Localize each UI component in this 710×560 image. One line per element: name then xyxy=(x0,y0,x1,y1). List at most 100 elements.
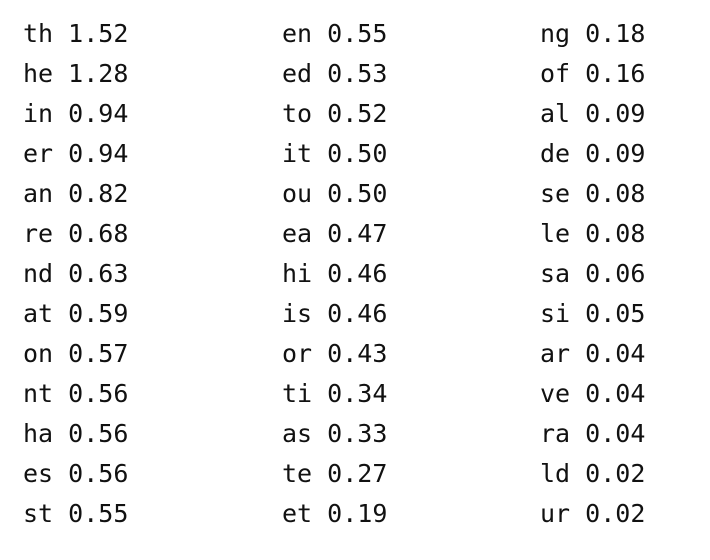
bigram-label: he xyxy=(23,59,54,88)
bigram-frequency: 0.04 xyxy=(585,339,646,368)
bigram-label: er xyxy=(23,139,54,168)
table-row: se 0.08 xyxy=(540,174,645,214)
bigram-frequency: 0.68 xyxy=(68,219,129,248)
table-row: an 0.82 xyxy=(23,174,128,214)
bigram-frequency: 0.34 xyxy=(327,379,388,408)
bigram-label: se xyxy=(540,179,571,208)
bigram-frequency: 0.09 xyxy=(585,139,646,168)
table-row: es 0.56 xyxy=(23,454,128,494)
bigram-frequency: 0.50 xyxy=(327,139,388,168)
bigram-frequency: 0.09 xyxy=(585,99,646,128)
bigram-frequency: 0.59 xyxy=(68,299,129,328)
bigram-frequency: 0.46 xyxy=(327,259,388,288)
bigram-label: ar xyxy=(540,339,571,368)
bigram-label: of xyxy=(540,59,571,88)
bigram-label: or xyxy=(282,339,313,368)
table-row: ha 0.56 xyxy=(23,414,128,454)
bigram-label: hi xyxy=(282,259,313,288)
table-row: et 0.19 xyxy=(282,494,387,534)
table-column-1: th 1.52 he 1.28 in 0.94 er 0.94 an 0.82 … xyxy=(23,14,128,534)
table-row: is 0.46 xyxy=(282,294,387,334)
bigram-frequency: 0.02 xyxy=(585,459,646,488)
bigram-label: ve xyxy=(540,379,571,408)
bigram-label: nd xyxy=(23,259,54,288)
table-row: he 1.28 xyxy=(23,54,128,94)
bigram-label: th xyxy=(23,19,54,48)
table-row: ld 0.02 xyxy=(540,454,645,494)
bigram-frequency: 1.52 xyxy=(68,19,129,48)
bigram-label: re xyxy=(23,219,54,248)
bigram-frequency: 0.55 xyxy=(327,19,388,48)
bigram-frequency: 0.05 xyxy=(585,299,646,328)
bigram-label: de xyxy=(540,139,571,168)
bigram-frequency: 0.02 xyxy=(585,499,646,528)
bigram-frequency: 0.52 xyxy=(327,99,388,128)
bigram-label: te xyxy=(282,459,313,488)
bigram-label: sa xyxy=(540,259,571,288)
bigram-label: ng xyxy=(540,19,571,48)
bigram-label: ur xyxy=(540,499,571,528)
bigram-label: an xyxy=(23,179,54,208)
bigram-frequency: 0.06 xyxy=(585,259,646,288)
bigram-label: ld xyxy=(540,459,571,488)
bigram-frequency: 0.47 xyxy=(327,219,388,248)
table-row: st 0.55 xyxy=(23,494,128,534)
bigram-frequency: 0.43 xyxy=(327,339,388,368)
bigram-label: as xyxy=(282,419,313,448)
table-row: ar 0.04 xyxy=(540,334,645,374)
bigram-label: ea xyxy=(282,219,313,248)
table-column-2: en 0.55 ed 0.53 to 0.52 it 0.50 ou 0.50 … xyxy=(282,14,387,534)
table-column-3: ng 0.18 of 0.16 al 0.09 de 0.09 se 0.08 … xyxy=(540,14,645,534)
bigram-frequency: 1.28 xyxy=(68,59,129,88)
bigram-label: it xyxy=(282,139,313,168)
bigram-label: si xyxy=(540,299,571,328)
bigram-label: at xyxy=(23,299,54,328)
table-row: de 0.09 xyxy=(540,134,645,174)
table-row: on 0.57 xyxy=(23,334,128,374)
bigram-frequency: 0.08 xyxy=(585,219,646,248)
bigram-frequency: 0.94 xyxy=(68,99,129,128)
bigram-label: le xyxy=(540,219,571,248)
bigram-label: en xyxy=(282,19,313,48)
bigram-frequency: 0.16 xyxy=(585,59,646,88)
table-row: sa 0.06 xyxy=(540,254,645,294)
bigram-frequency: 0.33 xyxy=(327,419,388,448)
table-row: ve 0.04 xyxy=(540,374,645,414)
table-row: in 0.94 xyxy=(23,94,128,134)
table-row: te 0.27 xyxy=(282,454,387,494)
table-row: ou 0.50 xyxy=(282,174,387,214)
table-row: le 0.08 xyxy=(540,214,645,254)
bigram-label: ed xyxy=(282,59,313,88)
bigram-frequency: 0.08 xyxy=(585,179,646,208)
bigram-label: is xyxy=(282,299,313,328)
table-row: er 0.94 xyxy=(23,134,128,174)
table-row: ra 0.04 xyxy=(540,414,645,454)
table-row: re 0.68 xyxy=(23,214,128,254)
table-row: ea 0.47 xyxy=(282,214,387,254)
bigram-frequency: 0.82 xyxy=(68,179,129,208)
bigram-frequency: 0.46 xyxy=(327,299,388,328)
bigram-label: ra xyxy=(540,419,571,448)
table-row: at 0.59 xyxy=(23,294,128,334)
table-row: th 1.52 xyxy=(23,14,128,54)
table-row: to 0.52 xyxy=(282,94,387,134)
bigram-frequency: 0.56 xyxy=(68,379,129,408)
table-row: it 0.50 xyxy=(282,134,387,174)
table-row: ti 0.34 xyxy=(282,374,387,414)
bigram-label: ou xyxy=(282,179,313,208)
table-row: en 0.55 xyxy=(282,14,387,54)
bigram-frequency: 0.94 xyxy=(68,139,129,168)
bigram-frequency: 0.04 xyxy=(585,419,646,448)
bigram-label: st xyxy=(23,499,54,528)
bigram-label: in xyxy=(23,99,54,128)
table-row: ed 0.53 xyxy=(282,54,387,94)
table-row: hi 0.46 xyxy=(282,254,387,294)
bigram-label: to xyxy=(282,99,313,128)
bigram-frequency: 0.04 xyxy=(585,379,646,408)
table-row: ng 0.18 xyxy=(540,14,645,54)
bigram-frequency: 0.57 xyxy=(68,339,129,368)
bigram-label: al xyxy=(540,99,571,128)
bigram-frequency: 0.19 xyxy=(327,499,388,528)
table-row: nd 0.63 xyxy=(23,254,128,294)
